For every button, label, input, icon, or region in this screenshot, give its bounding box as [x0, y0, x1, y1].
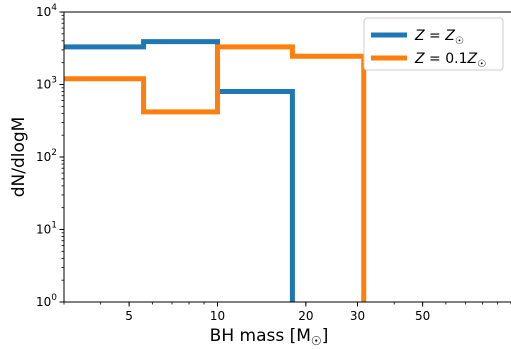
x-axis-ticks: 5 10 20 30 50: [63, 302, 511, 323]
y-axis-ticks: 100 101 102 103 104: [36, 3, 64, 309]
y-axis-label: dN/dlogM: [9, 117, 29, 198]
series-line-2: [64, 44, 367, 302]
x-tick-label: 50: [415, 309, 430, 323]
x-tick-label: 20: [298, 309, 313, 323]
y-tick-label: 104: [36, 3, 57, 19]
y-tick-label: 103: [36, 76, 57, 92]
x-tick-label: 10: [210, 309, 225, 323]
series-line-1: [64, 39, 295, 302]
y-tick-label: 101: [36, 221, 57, 237]
y-tick-label: 102: [36, 148, 57, 164]
x-tick-label: 30: [350, 309, 365, 323]
legend-label-1: Z = Z☉: [414, 28, 464, 47]
x-tick-label: 5: [125, 309, 133, 323]
legend: Z = Z☉ Z = 0.1Z☉: [363, 17, 504, 71]
y-tick-label: 100: [36, 293, 57, 309]
series-layer: [64, 39, 367, 302]
x-axis-label: BH mass [M☉]: [210, 326, 329, 348]
x-axis-label-sub: ☉: [311, 334, 322, 348]
legend-label-2: Z = 0.1Z☉: [414, 51, 486, 70]
